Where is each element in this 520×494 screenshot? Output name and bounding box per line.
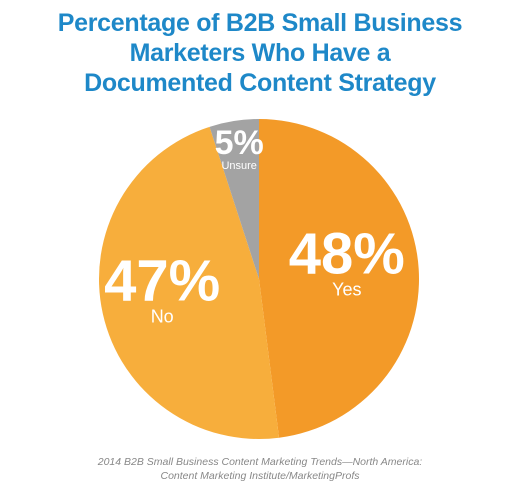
slice-category-label: No: [151, 307, 174, 327]
pie-label-no: 47%No: [104, 249, 220, 327]
chart-title-line-1: Percentage of B2B Small Business: [57, 9, 463, 37]
chart-title: Percentage of B2B Small Business Markete…: [0, 8, 520, 98]
pie-label-unsure: 5%Unsure: [215, 124, 264, 172]
chart-title-line-3: Documented Content Strategy: [84, 69, 436, 97]
slice-value-label: 5%: [215, 124, 264, 162]
source-line-1: 2014 B2B Small Business Content Marketin…: [97, 456, 423, 468]
slice-value-label: 48%: [289, 222, 405, 287]
slice-category-label: Unsure: [221, 160, 256, 172]
chart-source: 2014 B2B Small Business Content Marketin…: [0, 455, 520, 483]
pie-slice-unsure: [209, 119, 259, 279]
pie-slice-yes: [259, 119, 420, 438]
source-line-2: Content Marketing Institute/MarketingPro…: [160, 470, 360, 482]
slice-value-label: 47%: [104, 249, 220, 314]
chart-title-line-2: Marketers Who Have a: [129, 39, 391, 67]
pie-label-yes: 48%Yes: [289, 222, 405, 300]
slice-category-label: Yes: [332, 280, 361, 300]
pie-slice-no: [98, 126, 280, 440]
